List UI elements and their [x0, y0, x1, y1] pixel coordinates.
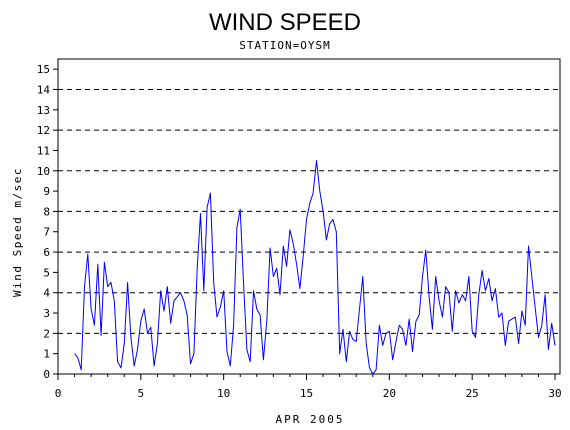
y-tick-label: 7 — [43, 226, 50, 239]
y-tick-label: 9 — [43, 185, 50, 198]
chart-subtitle: STATION=OYSM — [239, 39, 330, 52]
y-tick-label: 1 — [43, 348, 50, 361]
x-tick-label: 30 — [548, 387, 561, 400]
x-tick-label: 25 — [466, 387, 479, 400]
plot-frame — [57, 58, 561, 375]
y-tick-label: 4 — [43, 287, 50, 300]
y-tick-label: 2 — [43, 327, 50, 340]
y-tick-label: 3 — [43, 307, 50, 320]
y-tick-label: 10 — [37, 165, 50, 178]
chart-title: WIND SPEED — [209, 9, 361, 36]
x-tick-label: 5 — [138, 387, 145, 400]
y-tick-label: 5 — [43, 266, 50, 279]
y-tick-label: 6 — [43, 246, 50, 259]
y-tick-label: 12 — [37, 124, 50, 137]
y-tick-label: 0 — [43, 368, 50, 381]
x-axis-label: APR 2005 — [276, 413, 345, 426]
y-axis-label: Wind Speed m/sec — [11, 167, 24, 297]
reference-lines — [58, 88, 560, 334]
series-layer — [74, 160, 556, 375]
x-tick-label: 15 — [300, 387, 313, 400]
x-tick-label: 0 — [55, 387, 62, 400]
y-tick-label: 8 — [43, 205, 50, 218]
x-tick-label: 10 — [217, 387, 230, 400]
wind-speed-series-line — [74, 160, 556, 375]
y-tick-label: 13 — [37, 104, 50, 117]
y-tick-label: 14 — [37, 83, 51, 96]
y-tick-label: 11 — [37, 144, 50, 157]
x-tick-label: 20 — [383, 387, 396, 400]
y-tick-label: 15 — [37, 63, 50, 76]
